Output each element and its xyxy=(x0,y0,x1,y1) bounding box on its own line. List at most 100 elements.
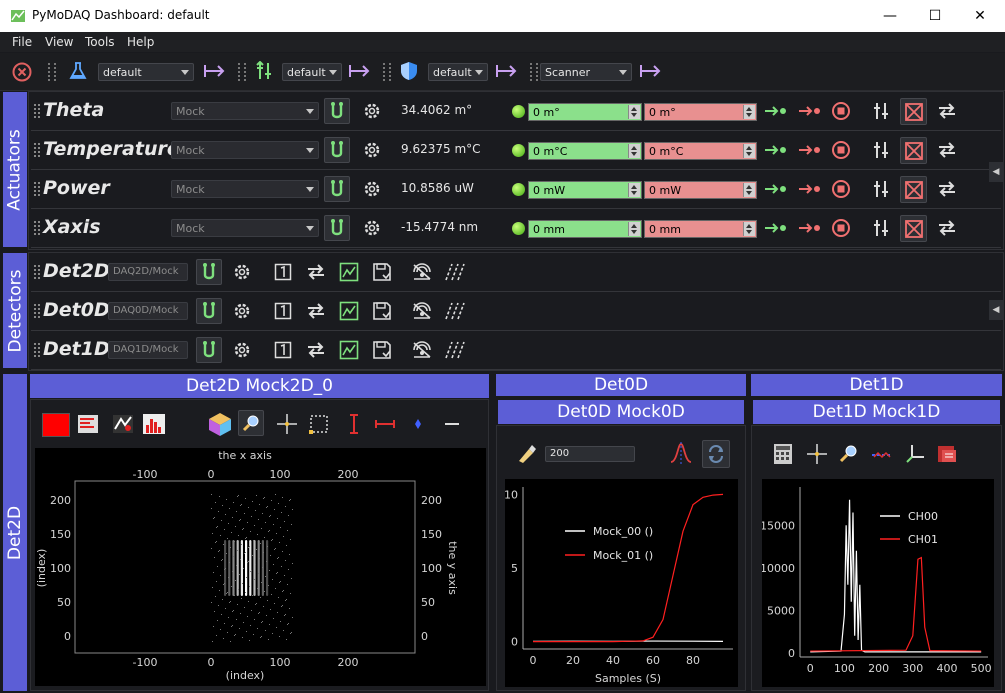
spinbox-arrows-icon[interactable] xyxy=(743,105,755,119)
stop-icon[interactable] xyxy=(828,98,854,124)
minimize-panel-icon[interactable] xyxy=(441,413,463,435)
move-rel-icon[interactable] xyxy=(797,98,823,124)
init-button[interactable] xyxy=(324,176,350,202)
spinbox-arrows-icon[interactable] xyxy=(628,144,640,158)
isocurve-icon[interactable] xyxy=(111,413,135,435)
row-grip[interactable] xyxy=(34,343,40,357)
preset-combo[interactable]: default xyxy=(98,63,194,81)
spinbox-arrows-icon[interactable] xyxy=(628,105,640,119)
spinbox-arrows-icon[interactable] xyxy=(628,183,640,197)
refresh-value-icon[interactable] xyxy=(934,137,960,163)
init-button[interactable] xyxy=(196,337,222,363)
det2d-plot[interactable] xyxy=(35,448,486,686)
continuous-grab-icon[interactable] xyxy=(303,337,329,363)
extension-combo[interactable]: Scanner xyxy=(540,63,632,81)
crosshair-icon[interactable] xyxy=(276,413,298,435)
gear-icon[interactable] xyxy=(359,176,385,202)
stop-icon[interactable] xyxy=(828,176,854,202)
move-settings-icon[interactable] xyxy=(254,61,274,81)
toolbar-grip[interactable] xyxy=(48,63,56,81)
absolute-target-input[interactable]: 0 m° xyxy=(528,103,642,121)
shield-icon[interactable] xyxy=(399,61,419,81)
snapshot-icon[interactable] xyxy=(936,443,958,465)
minimize-button[interactable]: — xyxy=(883,8,897,24)
gear-icon[interactable] xyxy=(359,215,385,241)
expand-detectors-tab[interactable]: ◀ xyxy=(989,300,1003,320)
clear-icon[interactable] xyxy=(515,443,537,465)
gear-icon[interactable] xyxy=(229,259,255,285)
row-grip[interactable] xyxy=(34,104,40,118)
spinbox-arrows-icon[interactable] xyxy=(743,222,755,236)
init-button[interactable] xyxy=(196,298,222,324)
roi-select-icon[interactable] xyxy=(76,413,100,435)
actuator-plugin-combo[interactable]: Mock xyxy=(171,180,319,198)
detector-plugin-combo[interactable]: DAQ2D/Mock xyxy=(108,263,188,281)
init-button[interactable] xyxy=(196,259,222,285)
absolute-target-input[interactable]: 0 mW xyxy=(528,181,642,199)
refresh-value-icon[interactable] xyxy=(934,215,960,241)
actuator-plugin-combo[interactable]: Mock xyxy=(171,141,319,159)
absolute-target-input[interactable]: 0 mm xyxy=(528,220,642,238)
maximize-button[interactable]: ☐ xyxy=(928,8,942,24)
spinbox-arrows-icon[interactable] xyxy=(743,144,755,158)
overshoot-preset-combo[interactable]: default xyxy=(428,63,488,81)
show-viewer-icon[interactable] xyxy=(336,337,362,363)
toolbar-grip[interactable] xyxy=(238,63,246,81)
hatch-icon[interactable] xyxy=(442,337,468,363)
load-move-preset-icon[interactable] xyxy=(348,63,372,79)
absolute-target-input[interactable]: 0 m°C xyxy=(528,142,642,160)
hatch-icon[interactable] xyxy=(442,298,468,324)
move-rel-icon[interactable] xyxy=(797,137,823,163)
stop-icon[interactable] xyxy=(828,137,854,163)
crosshair-icon[interactable] xyxy=(806,443,828,465)
detectors-dock-label[interactable]: Detectors xyxy=(3,253,27,368)
single-grab-icon[interactable] xyxy=(270,259,296,285)
gear-icon[interactable] xyxy=(229,298,255,324)
det0d-viewer-title[interactable]: Det0D Mock0D xyxy=(498,400,744,424)
display-toggle-button[interactable] xyxy=(900,98,927,125)
gear-icon[interactable] xyxy=(359,98,385,124)
axes-icon[interactable] xyxy=(904,443,926,465)
row-grip[interactable] xyxy=(34,221,40,235)
single-grab-icon[interactable] xyxy=(270,298,296,324)
det1d-viewer-title[interactable]: Det1D Mock1D xyxy=(753,400,1000,424)
menu-view[interactable]: View xyxy=(45,35,74,49)
zoom-button[interactable] xyxy=(238,410,264,436)
show-viewer-icon[interactable] xyxy=(336,259,362,285)
relative-step-input[interactable]: 0 m°C xyxy=(644,142,757,160)
signal-icon[interactable] xyxy=(409,259,435,285)
row-grip[interactable] xyxy=(34,143,40,157)
signal-icon[interactable] xyxy=(409,298,435,324)
move-abs-icon[interactable] xyxy=(763,98,789,124)
init-button[interactable] xyxy=(324,137,350,163)
move-rel-icon[interactable] xyxy=(797,176,823,202)
signal-icon[interactable] xyxy=(409,337,435,363)
init-button[interactable] xyxy=(324,215,350,241)
move-abs-icon[interactable] xyxy=(763,176,789,202)
expand-actuators-tab[interactable]: ◀ xyxy=(989,162,1003,182)
quit-icon[interactable] xyxy=(12,62,32,82)
load-overshoot-icon[interactable] xyxy=(495,63,519,79)
close-window-button[interactable]: ✕ xyxy=(974,8,986,24)
color-red-button[interactable] xyxy=(42,413,70,437)
init-button[interactable] xyxy=(324,98,350,124)
relative-step-input[interactable]: 0 m° xyxy=(644,103,757,121)
move-abs-icon[interactable] xyxy=(763,215,789,241)
det0d-dock-title[interactable]: Det0D xyxy=(496,374,746,396)
horizontal-cursor-icon[interactable] xyxy=(374,413,396,435)
menu-tools[interactable]: Tools xyxy=(85,35,115,49)
continuous-grab-icon[interactable] xyxy=(303,259,329,285)
show-viewer-icon[interactable] xyxy=(336,298,362,324)
display-toggle-button[interactable] xyxy=(900,137,927,164)
gear-icon[interactable] xyxy=(359,137,385,163)
save-data-icon[interactable] xyxy=(369,337,395,363)
det0d-plot[interactable] xyxy=(505,479,738,687)
flask-icon[interactable] xyxy=(68,61,88,81)
hatch-icon[interactable] xyxy=(442,259,468,285)
move-preset-combo[interactable]: default xyxy=(282,63,342,81)
launch-extension-icon[interactable] xyxy=(639,63,663,79)
menu-file[interactable]: File xyxy=(12,35,33,49)
detector-plugin-combo[interactable]: DAQ0D/Mock xyxy=(108,302,188,320)
vertical-cursor-icon[interactable] xyxy=(343,413,365,435)
refresh-button[interactable] xyxy=(702,440,730,468)
